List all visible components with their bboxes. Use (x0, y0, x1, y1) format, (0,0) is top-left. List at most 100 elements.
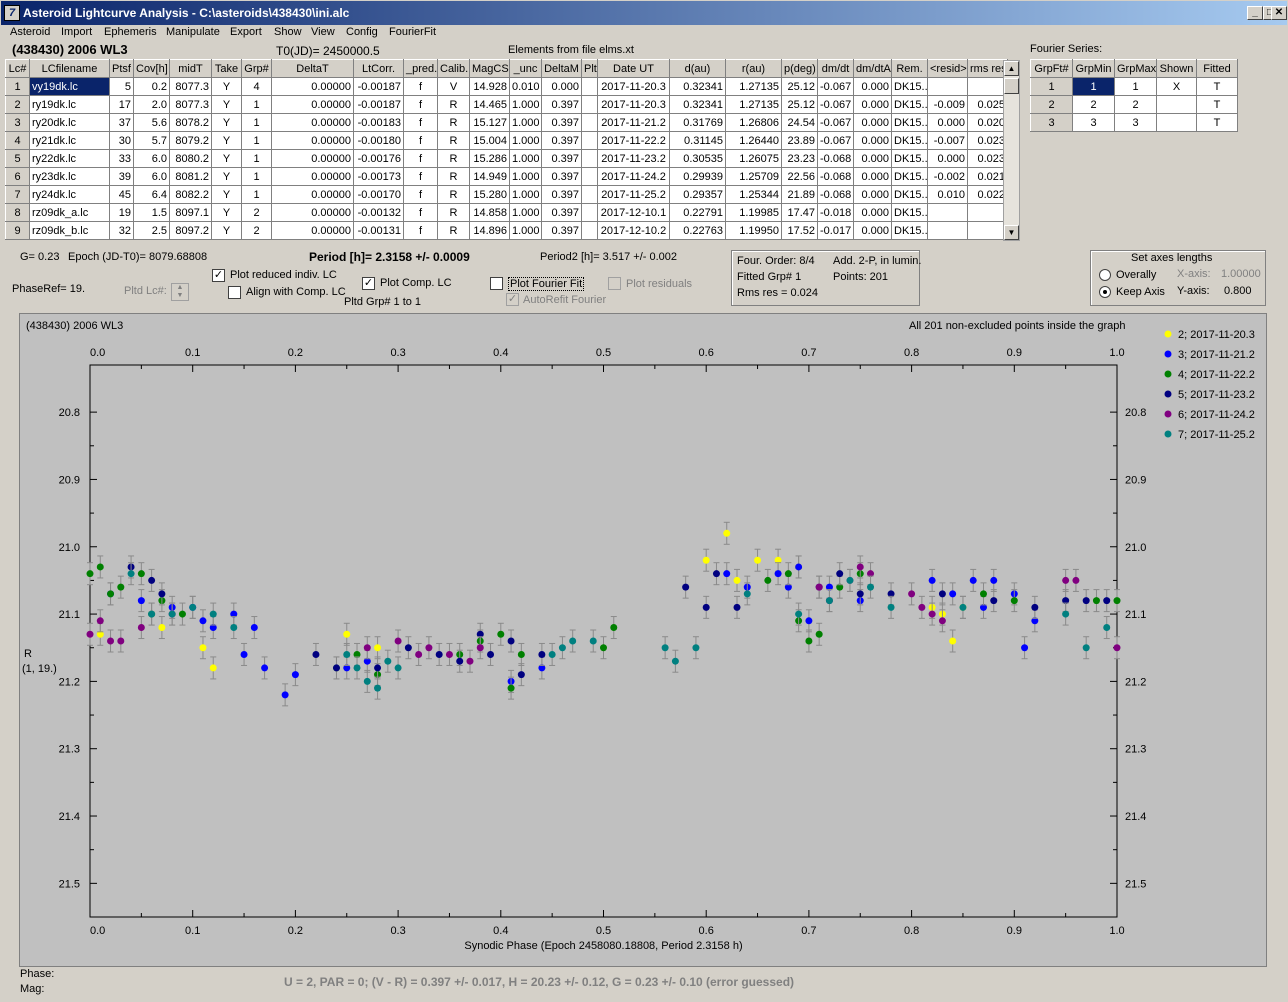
table-cell[interactable] (967, 77, 1008, 96)
table-cell[interactable] (581, 203, 598, 222)
table-cell[interactable]: 21.89 (781, 185, 818, 204)
table-cell[interactable]: 2017-11-21.2 (597, 113, 670, 132)
table-cell[interactable]: -0.067 (817, 95, 854, 114)
table-cell[interactable]: 1.26440 (725, 131, 782, 150)
table-cell[interactable]: 2017-11-20.3 (597, 77, 670, 96)
table-cell[interactable]: 4 (241, 77, 272, 96)
column-header[interactable]: rms res (967, 59, 1008, 78)
table-cell[interactable]: 0.000 (853, 131, 892, 150)
table-cell[interactable]: -0.002 (927, 167, 968, 186)
column-header[interactable]: LtCorr. (353, 59, 404, 78)
table-cell[interactable]: 1.000 (509, 185, 542, 204)
table-cell[interactable]: DK15... (891, 185, 928, 204)
table-cell[interactable]: 45 (109, 185, 134, 204)
table-cell[interactable]: 8079.2 (169, 131, 212, 150)
table-row[interactable]: 3 ry20dk.lc 37 5.6 8078.2 Y 1 0.00000 -0.00183 f R… (5, 113, 1008, 132)
table-cell[interactable] (581, 131, 598, 150)
table-cell[interactable] (581, 221, 598, 240)
plot-residuals-checkbox[interactable] (608, 277, 621, 290)
menu-show[interactable]: Show (274, 26, 302, 38)
table-row[interactable]: 6 ry23dk.lc 39 6.0 8081.2 Y 1 0.00000 -0.00173 f R… (5, 167, 1008, 186)
row-header[interactable]: 8 (5, 203, 30, 222)
table-cell[interactable]: f (403, 149, 438, 168)
table-cell[interactable]: 1.000 (509, 95, 542, 114)
table-cell[interactable]: 0.00000 (271, 185, 354, 204)
table-cell[interactable]: rz09dk_b.lc (29, 221, 110, 240)
table-cell[interactable]: Y (211, 185, 242, 204)
table-cell[interactable]: 0.000 (927, 113, 968, 132)
table-cell[interactable]: f (403, 221, 438, 240)
close-button[interactable]: ✕ (1271, 6, 1287, 20)
table-cell[interactable]: -0.00180 (353, 131, 404, 150)
table-cell[interactable]: 15.004 (469, 131, 510, 150)
column-header[interactable]: Cov[h] (133, 59, 170, 78)
table-cell[interactable]: 0.397 (541, 95, 582, 114)
table-cell[interactable]: 0.22763 (669, 221, 726, 240)
table-cell[interactable]: 6.0 (133, 167, 170, 186)
table-cell[interactable]: Y (211, 203, 242, 222)
table-cell[interactable]: 1 (1114, 77, 1157, 96)
table-cell[interactable]: 1.26806 (725, 113, 782, 132)
row-header[interactable]: 3 (5, 113, 30, 132)
table-cell[interactable]: 1 (241, 131, 272, 150)
column-header[interactable]: Take (211, 59, 242, 78)
lightcurve-plot-panel[interactable]: (438430) 2006 WL3 All 201 non-excluded p… (19, 313, 1267, 967)
table-cell[interactable]: 0.00000 (271, 203, 354, 222)
table-cell[interactable]: 0.000 (853, 203, 892, 222)
minimize-button[interactable]: _ (1247, 6, 1263, 20)
table-cell[interactable]: 17 (109, 95, 134, 114)
table-cell[interactable]: 8081.2 (169, 167, 212, 186)
table-cell[interactable]: f (403, 203, 438, 222)
table-cell[interactable]: f (403, 131, 438, 150)
table-cell[interactable]: 25.12 (781, 95, 818, 114)
menu-ephemeris[interactable]: Ephemeris (104, 26, 157, 38)
table-cell[interactable]: 0.29939 (669, 167, 726, 186)
table-cell[interactable]: 0.00000 (271, 149, 354, 168)
table-cell[interactable] (927, 77, 968, 96)
table-cell[interactable]: 14.896 (469, 221, 510, 240)
table-cell[interactable]: 14.858 (469, 203, 510, 222)
menu-asteroid[interactable]: Asteroid (10, 26, 51, 38)
table-cell[interactable]: 0.000 (853, 77, 892, 96)
table-cell[interactable]: -0.00187 (353, 77, 404, 96)
table-cell[interactable]: 2017-12-10.1 (597, 203, 670, 222)
table-row[interactable]: 4 ry21dk.lc 30 5.7 8079.2 Y 1 0.00000 -0.00180 f R… (5, 131, 1008, 150)
table-cell[interactable]: Y (211, 113, 242, 132)
table-cell[interactable]: DK15... (891, 203, 928, 222)
table-cell[interactable]: 5.7 (133, 131, 170, 150)
table-cell[interactable] (581, 113, 598, 132)
table-cell[interactable]: 24.54 (781, 113, 818, 132)
column-header[interactable]: Shown (1156, 59, 1197, 78)
table-cell[interactable]: ry23dk.lc (29, 167, 110, 186)
table-cell[interactable]: 0.010 (927, 185, 968, 204)
table-cell[interactable] (1156, 113, 1197, 132)
table-cell[interactable]: ry20dk.lc (29, 113, 110, 132)
table-cell[interactable]: 0.023 (967, 131, 1008, 150)
menu-import[interactable]: Import (61, 26, 93, 38)
column-header[interactable]: Grp# (241, 59, 272, 78)
table-scrollbar[interactable]: ▲ ▼ (1003, 60, 1020, 241)
table-cell[interactable]: 0.000 (541, 77, 582, 96)
table-cell[interactable]: 2 (1114, 95, 1157, 114)
column-header[interactable]: dm/dt (817, 59, 854, 78)
table-cell[interactable]: f (403, 113, 438, 132)
align-comp-checkbox[interactable] (228, 286, 241, 299)
table-cell[interactable]: 2.0 (133, 95, 170, 114)
table-cell[interactable]: 0.00000 (271, 113, 354, 132)
table-cell[interactable]: -0.068 (817, 149, 854, 168)
table-cell[interactable]: 1.000 (509, 131, 542, 150)
table-cell[interactable]: -0.007 (927, 131, 968, 150)
table-cell[interactable]: 15.286 (469, 149, 510, 168)
column-header[interactable]: GrpFt# (1030, 59, 1073, 78)
column-header[interactable]: Date UT (597, 59, 670, 78)
table-cell[interactable]: 6.4 (133, 185, 170, 204)
table-cell[interactable]: Y (211, 149, 242, 168)
table-cell[interactable]: 1.000 (509, 167, 542, 186)
table-cell[interactable]: 0.025 (967, 95, 1008, 114)
table-cell[interactable]: Y (211, 95, 242, 114)
table-cell[interactable]: -0.009 (927, 95, 968, 114)
table-cell[interactable]: 0.00000 (271, 167, 354, 186)
table-cell[interactable]: 2 (1072, 95, 1115, 114)
